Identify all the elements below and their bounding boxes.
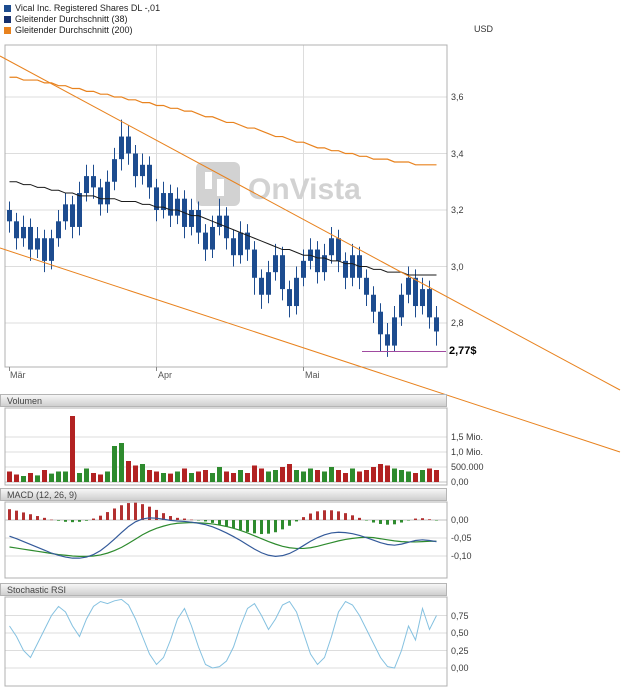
instrument-label: Vical Inc. Registered Shares DL -,01 — [15, 3, 161, 13]
last-price-label: 2,77$ — [449, 345, 477, 357]
ma38-color-swatch — [4, 15, 11, 23]
macd-panel — [4, 501, 448, 579]
ma200-label: Gleitender Durchschnitt (200) — [15, 25, 133, 35]
price-tick-label: 3,0 — [451, 261, 464, 272]
price-tick-label: 3,2 — [451, 205, 464, 215]
trend-channel — [0, 55, 621, 453]
stoch-rsi-line — [9, 598, 437, 669]
macd-tick-label: -0,05 — [451, 533, 472, 543]
macd-tick-label: -0,10 — [451, 551, 472, 561]
ma200-line — [9, 76, 437, 166]
volume-tick-label: 1,0 Mio. — [451, 447, 484, 457]
stoch-tick-label: 0,50 — [451, 628, 469, 638]
macd-line — [9, 517, 437, 559]
onvista-watermark: OnVista — [196, 162, 361, 206]
chart-legend: Vical Inc. Registered Shares DL -,01 Gle… — [4, 3, 160, 36]
volume-panel-header: Volumen — [0, 394, 447, 407]
macd-panel-header: MACD (12, 26, 9) — [0, 488, 447, 501]
stoch-tick-label: 0,00 — [451, 663, 469, 673]
volume-tick-label: 500.000 — [451, 462, 484, 472]
stoch-panel-header: Stochastic RSI — [0, 583, 447, 596]
volume-tick-label: 1,5 Mio. — [451, 432, 484, 442]
ma38-label: Gleitender Durchschnitt (38) — [15, 14, 128, 24]
price-tick-label: 3,4 — [451, 148, 464, 159]
stoch-rsi-panel — [4, 596, 448, 687]
volume-panel — [4, 407, 448, 486]
month-tick-label: Mär — [10, 370, 26, 380]
stoch-tick-label: 0,75 — [451, 610, 469, 621]
month-tick-label: Apr — [158, 370, 173, 380]
volume-panel-title: Volumen — [7, 396, 43, 406]
stoch-panel-title: Stochastic RSI — [7, 585, 67, 595]
macd-tick-label: 0,00 — [451, 515, 469, 525]
price-tick-label: 3,6 — [451, 92, 464, 102]
legend-item-ma200: Gleitender Durchschnitt (200) — [4, 25, 160, 35]
stoch-tick-label: 0,25 — [451, 645, 469, 656]
currency-label: USD — [474, 24, 494, 34]
macd-panel-title: MACD (12, 26, 9) — [7, 490, 78, 500]
month-tick-label: Mai — [305, 370, 320, 380]
ma38-line — [9, 181, 437, 276]
legend-item-instrument: Vical Inc. Registered Shares DL -,01 — [4, 3, 160, 13]
instrument-color-swatch — [4, 4, 11, 12]
price-tick-label: 2,8 — [451, 318, 464, 328]
svg-text:OnVista: OnVista — [248, 173, 361, 206]
volume-tick-label: 0,00 — [451, 477, 469, 487]
ma200-color-swatch — [4, 26, 11, 34]
legend-item-ma38: Gleitender Durchschnitt (38) — [4, 14, 160, 24]
